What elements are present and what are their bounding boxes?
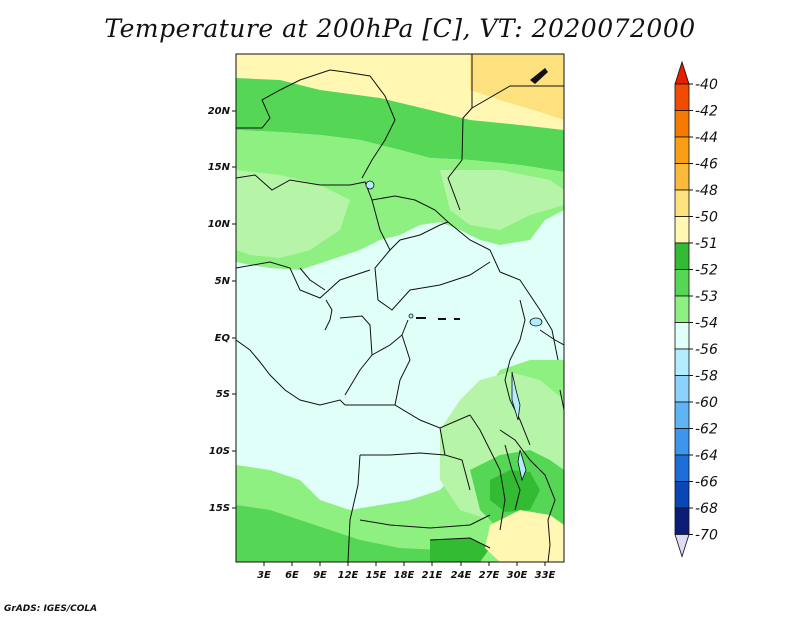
colorbar-label: -54 <box>695 316 718 332</box>
colorbar-swatch <box>674 454 690 482</box>
colorbar-swatch <box>674 348 690 376</box>
colorbar: -40 -42 -44 -46 -48 -50 -51 -52 -53 -54 -56 -58 -60 -… <box>674 60 718 558</box>
colorbar-swatch <box>674 322 690 350</box>
colorbar-swatch <box>674 110 690 138</box>
colorbar-swatch <box>674 375 690 403</box>
lon-label: 12E <box>338 570 359 581</box>
colorbar-swatch <box>674 163 690 191</box>
colorbar-label: -51 <box>695 236 718 252</box>
lat-label: 10N <box>208 219 231 230</box>
colorbar-end-low <box>674 534 690 558</box>
colorbar-end-high <box>674 60 690 85</box>
lon-label: 3E <box>257 570 271 581</box>
colorbar-label: -68 <box>695 501 718 517</box>
colorbar-swatch <box>674 507 690 535</box>
colorbar-label: -62 <box>695 422 718 438</box>
colorbar-label: -44 <box>695 130 718 146</box>
lon-label: 18E <box>394 570 415 581</box>
colorbar-swatch <box>674 242 690 270</box>
islands <box>416 68 548 320</box>
lat-label: 15N <box>208 162 231 173</box>
colorbar-label: -48 <box>695 183 718 199</box>
colorbar-label: -46 <box>695 157 718 173</box>
lon-label: 30E <box>507 570 528 581</box>
colorbar-swatch <box>674 401 690 429</box>
colorbar-label: -50 <box>695 210 718 226</box>
temperature-field <box>236 54 564 562</box>
longitude-axis: 3E 6E 9E 12E 15E 18E 21E 24E 27E 30E 33E <box>257 562 556 581</box>
colorbar-label: -66 <box>695 475 718 491</box>
field-northeast <box>470 54 564 120</box>
colorbar-swatch <box>674 269 690 297</box>
lat-label: EQ <box>215 333 231 344</box>
lon-label: 6E <box>285 570 299 581</box>
credit-label: GrADS: IGES/COLA <box>4 604 98 614</box>
chart-title: Temperature at 200hPa [C], VT: 202007200… <box>104 14 696 43</box>
map-frame <box>235 53 565 563</box>
colorbar-label: -40 <box>695 77 718 93</box>
lakes <box>365 180 543 482</box>
colorbar-swatch <box>674 216 690 244</box>
colorbar-swatch <box>674 295 690 323</box>
lat-label: 10S <box>209 446 230 457</box>
colorbar-swatch <box>674 83 690 111</box>
lon-label: 24E <box>451 570 472 581</box>
lon-label: 21E <box>422 570 443 581</box>
country-borders <box>236 54 564 562</box>
lon-label: 15E <box>366 570 387 581</box>
latitude-axis: 20N 15N 10N 5N EQ 5S 10S 15S <box>208 106 236 514</box>
colorbar-label: -64 <box>695 448 718 464</box>
colorbar-label: -53 <box>695 289 718 305</box>
lat-label: 15S <box>209 503 230 514</box>
field-sahel <box>236 78 564 172</box>
lat-label: 5N <box>215 276 231 287</box>
lat-label: 20N <box>208 106 231 117</box>
colorbar-label: -58 <box>695 369 718 385</box>
lat-label: 5S <box>216 389 230 400</box>
colorbar-label: -42 <box>695 104 718 120</box>
colorbar-label: -70 <box>695 528 718 544</box>
colorbar-swatch <box>674 428 690 456</box>
colorbar-label: -52 <box>695 263 718 279</box>
colorbar-swatch <box>674 189 690 217</box>
colorbar-label: -56 <box>695 342 718 358</box>
lon-label: 33E <box>535 570 556 581</box>
lon-label: 27E <box>479 570 500 581</box>
lon-label: 9E <box>313 570 327 581</box>
colorbar-label: -60 <box>695 395 718 411</box>
colorbar-swatch <box>674 136 690 164</box>
colorbar-swatch <box>674 481 690 509</box>
